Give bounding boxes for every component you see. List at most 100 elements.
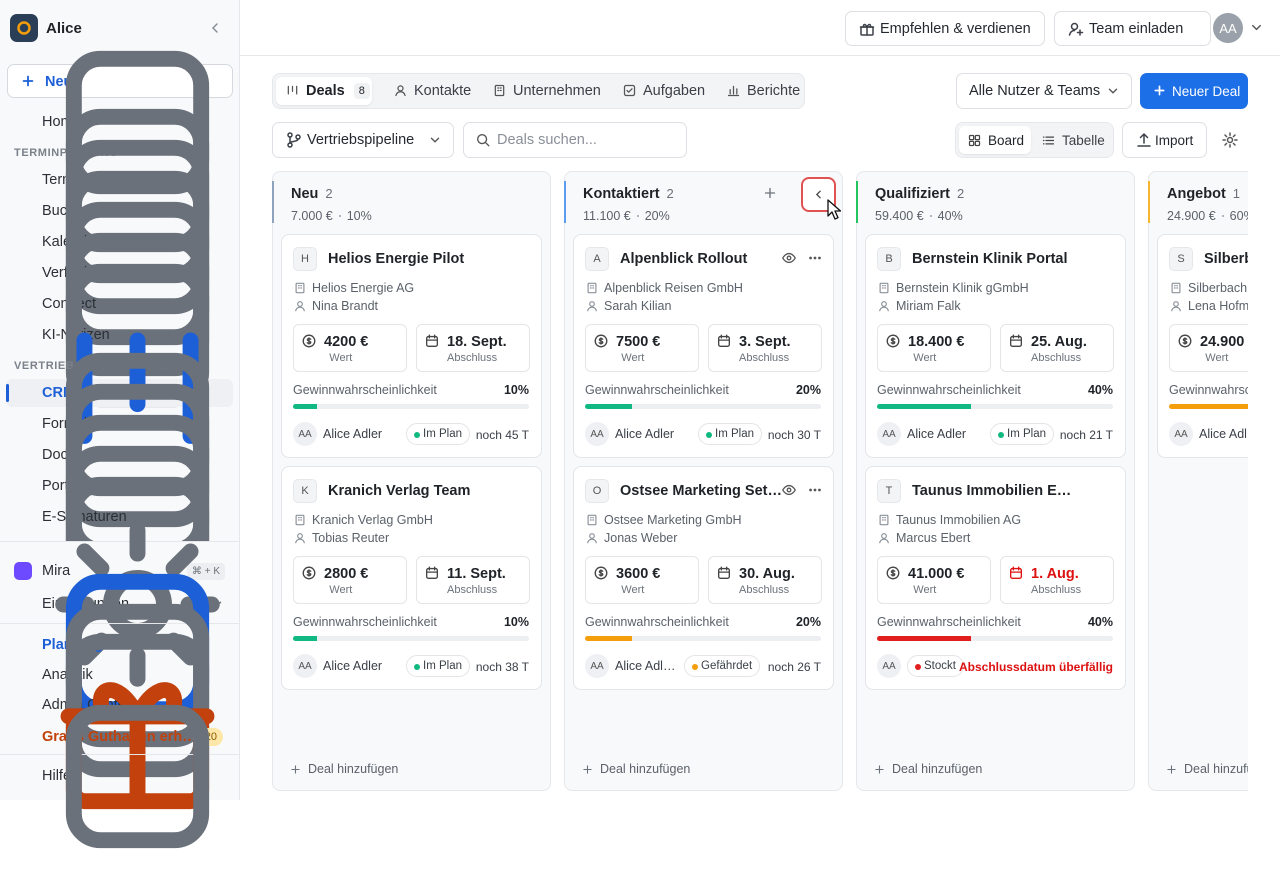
deal-card[interactable]: O Ostsee Marketing Set… Ostsee Marketing G…	[573, 466, 834, 690]
probability-bar	[1169, 404, 1248, 409]
watch-deal[interactable]	[781, 482, 797, 498]
remaining-time: noch 38 T	[475, 660, 529, 674]
watch-deal[interactable]	[781, 250, 797, 266]
value-box: 7500 € Wert	[585, 324, 699, 372]
value-label: Wert	[329, 584, 353, 596]
value-box: 2800 € Wert	[293, 556, 407, 604]
deal-card[interactable]: H Helios Energie Pilot Helios Energie AG Ni…	[281, 234, 542, 458]
probability-bar	[585, 404, 633, 409]
owner-filter[interactable]: Alle Nutzer & Teams	[956, 73, 1132, 109]
nav-label: Mira	[42, 563, 71, 579]
deal-card[interactable]: A Alpenblick Rollout Alpenblick Reisen Gmb…	[573, 234, 834, 458]
view-label: Tabelle	[1062, 132, 1105, 148]
avatar-menu[interactable]	[1248, 19, 1265, 36]
new-deal-button[interactable]: Neuer Deal	[1140, 73, 1248, 109]
deal-title: Silberb	[1204, 251, 1248, 267]
status-pill: Im Plan	[406, 423, 470, 445]
deal-menu[interactable]	[807, 482, 823, 498]
tab-label: Kontakte	[414, 83, 472, 99]
deal-initial: O	[585, 479, 609, 503]
add-deal-icon	[291, 764, 300, 774]
remaining-time: noch 45 T	[475, 428, 529, 442]
owner-name: Alice Adl	[1199, 427, 1247, 441]
refer-button-label: Empfehlen & verdienen	[880, 20, 1031, 37]
close-icon	[718, 334, 730, 347]
board-settings[interactable]	[1221, 131, 1239, 149]
deal-title: Kranich Verlag Team	[328, 483, 471, 499]
add-to-stage[interactable]	[762, 185, 778, 201]
owner-avatar: AA	[1169, 422, 1193, 446]
pipeline-select[interactable]: Vertriebspipeline	[272, 122, 454, 158]
tab-icon	[395, 85, 406, 97]
close-icon	[426, 334, 438, 347]
invite-button[interactable]: Team einladen	[1054, 11, 1211, 46]
stage-count: 2	[666, 186, 674, 201]
probability-label: Gewinnwahrscheinlichkeit	[293, 383, 437, 397]
tab[interactable]: Aufgaben	[613, 77, 708, 105]
contact-icon	[879, 533, 889, 544]
deal-card[interactable]: S Silberb Silberbach Lena Hofm 24.900 Wert Gew…	[1157, 234, 1248, 458]
deal-contact: Lena Hofm	[1188, 299, 1248, 313]
stage-probability: 20%	[644, 209, 670, 223]
import-button[interactable]: Import	[1122, 122, 1207, 158]
view-option[interactable]: Tabelle	[1033, 126, 1110, 154]
add-deal[interactable]: Deal hinzufügen	[581, 762, 690, 776]
refer-button[interactable]: Empfehlen & verdienen	[845, 11, 1045, 46]
probability-value: 40%	[1087, 615, 1113, 629]
company-icon	[295, 514, 305, 526]
deal-menu[interactable]	[807, 250, 823, 266]
probability-value: 40%	[1087, 383, 1113, 397]
view-option[interactable]: Board	[959, 126, 1031, 154]
owner-name: Alice Adler	[323, 659, 383, 673]
owner-avatar: AA	[877, 654, 901, 678]
user-avatar[interactable]: AA	[1213, 13, 1243, 43]
add-deal[interactable]: Deal hinzufügen	[873, 762, 982, 776]
view-label: Board	[988, 132, 1025, 148]
add-deal[interactable]: Deal hinzufügen	[1165, 762, 1248, 776]
deal-title: Bernstein Klinik Portal	[912, 251, 1068, 267]
tab-label: Unternehmen	[513, 83, 601, 99]
status-label: Im Plan	[1007, 428, 1046, 440]
probability-track	[585, 404, 821, 409]
status-dot	[706, 432, 712, 438]
stage-accent	[856, 181, 858, 223]
probability-label: Gewinnwahrscheinlichkeit	[293, 615, 437, 629]
value-box: 4200 € Wert	[293, 324, 407, 372]
close-label: Abschluss	[739, 352, 790, 364]
search-icon	[477, 134, 490, 147]
contact-icon	[295, 301, 305, 312]
tab[interactable]: Deals 8	[276, 77, 372, 105]
deal-initial: B	[877, 247, 901, 271]
value-icon	[594, 566, 608, 580]
close-icon	[1010, 566, 1022, 579]
status-label: Im Plan	[423, 660, 462, 672]
status-dot	[414, 664, 420, 670]
new-label: Neu	[45, 74, 73, 90]
deal-value: 24.900	[1200, 334, 1245, 350]
nav-item[interactable]: Mira ⌘ + K	[6, 557, 233, 585]
status-pill: Stockt	[907, 655, 964, 677]
search-input[interactable]: Deals suchen...	[463, 122, 687, 158]
probability-label: Gewinnwahrscheinlichkeit	[585, 383, 729, 397]
tab[interactable]: Berichte	[717, 77, 801, 105]
owner-avatar: AA	[585, 422, 609, 446]
deal-value: 3600 €	[616, 566, 661, 582]
add-deal[interactable]: Deal hinzufügen	[289, 762, 398, 776]
deal-value: 4200 €	[324, 334, 369, 350]
collapse-sidebar[interactable]	[206, 19, 224, 37]
deal-card[interactable]: T Taunus Immobilien E… Taunus Immobilien A…	[865, 466, 1126, 690]
owner-name: Alice Adler	[323, 427, 383, 441]
tab[interactable]: Unternehmen	[483, 77, 603, 105]
stage-accent	[564, 181, 566, 223]
deal-card[interactable]: K Kranich Verlag Team Kranich Verlag GmbH T…	[281, 466, 542, 690]
probability-label: Gewinnwahrscheinlichkeit	[585, 615, 729, 629]
status-label: Im Plan	[423, 428, 462, 440]
stage-count: 2	[956, 186, 965, 201]
stage-name: Qualifiziert	[875, 186, 950, 202]
value-box: 18.400 € Wert	[877, 324, 991, 372]
deal-contact: Jonas Weber	[604, 531, 678, 545]
tab[interactable]: Kontakte	[384, 77, 474, 105]
add-deal-label: Deal hinzufügen	[308, 762, 399, 776]
deal-card[interactable]: B Bernstein Klinik Portal Bernstein Klinik…	[865, 234, 1126, 458]
deal-company: Taunus Immobilien AG	[896, 513, 1022, 527]
